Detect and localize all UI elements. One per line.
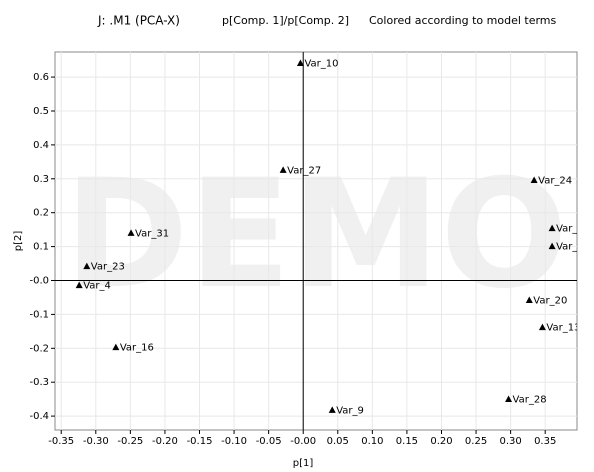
- x-tick-label: -0.25: [117, 436, 143, 447]
- chart-subtitle: p[Comp. 1]/p[Comp. 2]: [222, 14, 349, 27]
- plot-frame: [54, 51, 578, 431]
- point-label: Var_4: [83, 281, 111, 292]
- point-label: Var_9: [336, 405, 364, 416]
- y-tick-label: 0.5: [33, 106, 49, 117]
- x-tick-label: 0.25: [465, 436, 487, 447]
- annotation: Colored according to model terms: [369, 14, 557, 27]
- point-label: Var_16: [120, 343, 154, 354]
- watermark: DEMO: [64, 148, 568, 322]
- x-tick-label: -0.35: [48, 436, 74, 447]
- y-tick-label: -0.4: [29, 411, 49, 422]
- point-label: Var_10: [304, 59, 338, 70]
- x-tick-label: 0.05: [327, 436, 349, 447]
- y-tick-label: 0.1: [33, 242, 49, 253]
- x-axis-label: p[1]: [293, 458, 314, 469]
- y-axis-label: p[2]: [13, 231, 24, 252]
- point-label: Var_27: [287, 165, 321, 176]
- x-tick-label: 0.35: [534, 436, 556, 447]
- x-tick-label: -0.10: [221, 436, 247, 447]
- point: [548, 224, 556, 232]
- y-tick-label: 0.4: [33, 140, 49, 151]
- point: [279, 166, 287, 173]
- point-label: Var_24: [538, 175, 572, 186]
- x-tick-label: 0.30: [499, 436, 521, 447]
- y-tick-label: -0.3: [29, 377, 49, 388]
- point: [83, 262, 91, 270]
- point: [127, 229, 135, 236]
- x-tick-label: 0.10: [361, 436, 383, 447]
- point-label: Var_13: [546, 323, 580, 334]
- point: [112, 343, 120, 351]
- x-tick-label: -0.30: [83, 436, 109, 447]
- point: [548, 242, 556, 250]
- point: [525, 296, 533, 303]
- point-label: Var_2: [556, 242, 584, 253]
- x-tick-label: 0.15: [396, 436, 418, 447]
- x-tick-label: -0.00: [290, 436, 316, 447]
- y-tick-label: 0.2: [33, 208, 49, 219]
- point: [75, 281, 83, 289]
- y-tick-label: -0.2: [29, 343, 49, 354]
- y-tick-label: -0.1: [29, 309, 49, 320]
- point-label: Var_20: [533, 295, 567, 306]
- point-label: Var_3: [556, 224, 584, 235]
- point: [296, 59, 304, 67]
- chart-title: J: .M1 (PCA-X): [97, 14, 180, 28]
- point: [530, 176, 538, 183]
- y-tick-label: 0.6: [33, 72, 49, 83]
- point-label: Var_28: [513, 394, 547, 405]
- point-label: Var_23: [91, 262, 125, 273]
- points: Var_10 Var_27 Var_24 Var_3 Var_2 Var_31 Var_23…: [75, 59, 584, 416]
- y-tick-label: -0.0: [29, 275, 49, 286]
- x-tick-label: -0.05: [256, 436, 282, 447]
- point: [505, 395, 513, 402]
- x-tick-label: -0.20: [152, 436, 178, 447]
- point-label: Var_31: [135, 228, 169, 239]
- x-tick-label: 0.20: [430, 436, 452, 447]
- x-tick-label: -0.15: [187, 436, 213, 447]
- point: [538, 323, 546, 331]
- y-tick-label: 0.3: [33, 174, 49, 185]
- point: [328, 406, 336, 413]
